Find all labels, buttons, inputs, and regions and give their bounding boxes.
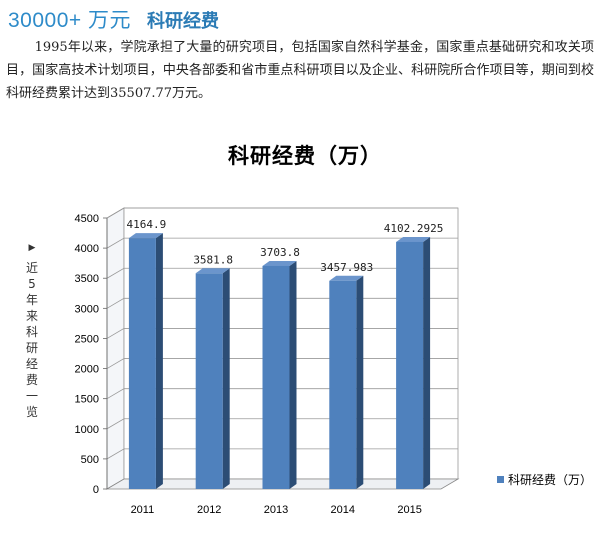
intro-paragraph: 1995年以来，学院承担了大量的研究项目，包括国家自然科学基金，国家重点基础研究… (6, 40, 594, 101)
bar-front (195, 273, 223, 489)
chart-labels: 4164.9 2011 3581.8 2012 3703.8 2013 3457.983 20… (127, 218, 444, 516)
gridline (106, 207, 458, 219)
data-label: 3703.8 (260, 246, 300, 259)
bar (262, 260, 297, 489)
x-tick-label: 2012 (197, 504, 221, 516)
bar-front (262, 265, 290, 489)
x-tick-label: 2013 (264, 504, 288, 516)
side-label: ▶ 近5年来科研经费一览 (24, 240, 40, 420)
y-tick-label: 2500 (75, 333, 99, 345)
section-title: 科研经费 (147, 11, 219, 32)
bar-front (396, 241, 424, 489)
bar-top (262, 260, 297, 266)
bar-side (356, 275, 364, 489)
chart-legend: 科研经费（万） (497, 471, 592, 488)
chart-axes: 0 500 1000 1500 2000 2500 3000 3500 4000 4500 (75, 213, 108, 496)
legend-swatch (497, 476, 504, 483)
bar-top (329, 275, 364, 281)
x-tick-label: 2015 (397, 504, 421, 516)
data-label: 4102.2925 (384, 222, 444, 235)
y-tick-label: 1500 (75, 394, 99, 406)
bar (396, 236, 431, 489)
bar (329, 275, 364, 489)
bar-top (128, 233, 163, 239)
bar (128, 233, 163, 489)
data-label: 3457.983 (320, 261, 373, 274)
bar-side (289, 260, 297, 489)
data-label: 3581.8 (193, 253, 233, 266)
side-label-text: 近5年来科研经费一览 (25, 261, 38, 419)
y-tick-label: 1000 (75, 424, 99, 436)
header: 30000+ 万元 科研经费 (8, 4, 219, 34)
y-tick-label: 4500 (75, 213, 99, 225)
y-tick-label: 2000 (75, 364, 99, 376)
legend-label: 科研经费（万） (508, 473, 593, 487)
y-tick-label: 500 (81, 454, 99, 466)
funding-total: 30000+ 万元 (8, 9, 131, 32)
y-tick-label: 4000 (75, 243, 99, 255)
gridline (106, 267, 458, 279)
bar-side (222, 268, 230, 489)
bar (195, 268, 230, 489)
triangle-right-icon: ▶ (28, 243, 36, 253)
bar-front (329, 280, 357, 489)
bar-front (128, 238, 156, 489)
chart-title: 科研经费（万） (228, 144, 382, 168)
chart-bars (128, 233, 431, 489)
bar-top (396, 236, 431, 242)
data-label: 4164.9 (127, 218, 167, 231)
x-tick-label: 2011 (131, 504, 155, 516)
bar-top (195, 268, 230, 274)
gridline (106, 237, 458, 249)
y-tick-label: 3000 (75, 303, 99, 315)
bar-side (155, 233, 163, 489)
y-tick-label: 0 (93, 484, 99, 496)
x-tick-label: 2014 (331, 504, 355, 516)
bar-side (423, 236, 431, 489)
y-tick-label: 3500 (75, 273, 99, 285)
side-wall (106, 207, 125, 490)
